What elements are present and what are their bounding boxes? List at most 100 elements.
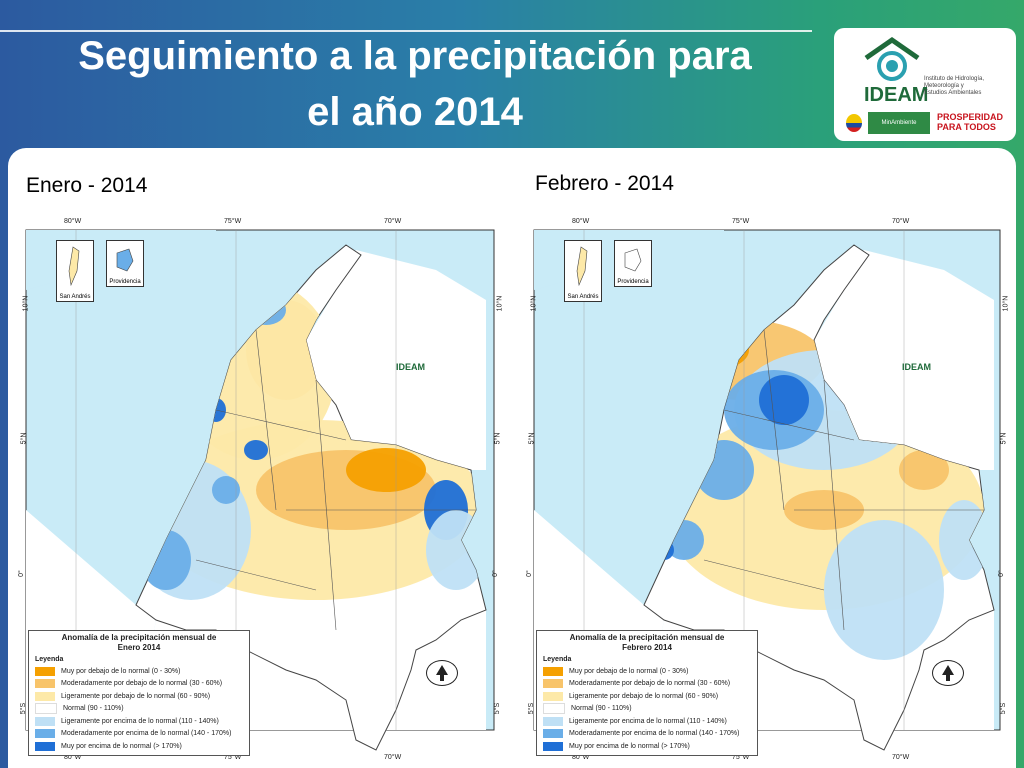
inset-providencia: Providencia	[106, 240, 144, 287]
department-border	[703, 559, 825, 591]
legend-item: Muy por debajo de lo normal (0 - 30%)	[543, 665, 757, 678]
title-line-2: el año 2014	[307, 90, 523, 134]
legend-swatch	[543, 691, 563, 701]
map-febrero: 80°W 80°W 75°W 75°W 70°W 70°W 10°N 10°N 5°N 5°N 0°…	[520, 210, 1016, 768]
legend-item: Normal (90 - 110%)	[543, 703, 757, 716]
legend-item: Moderadamente por debajo de lo normal (3…	[543, 678, 757, 691]
legend-item: Ligeramente por encima de lo normal (110…	[543, 715, 757, 728]
legend-box: Anomalía de la precipitación mensual de E…	[28, 630, 250, 756]
legend-item-label: Muy por encima de lo normal (> 170%)	[61, 742, 182, 750]
colombia-seal-icon	[846, 114, 862, 132]
legend-swatch	[543, 703, 565, 715]
inset-label: Providencia	[617, 279, 649, 285]
legend-swatch	[543, 729, 563, 739]
department-border	[195, 559, 317, 591]
lat-label: 0°	[491, 570, 499, 577]
department-border	[823, 379, 845, 631]
prosperidad-logo: PROSPERIDAD PARA TODOS	[937, 112, 1004, 132]
lat-label: 5°S	[528, 702, 536, 715]
title-rule	[0, 30, 812, 32]
map-frame: 80°W 80°W 75°W 75°W 70°W 70°W 10°N 10°N 5°N 5°N 0°…	[524, 210, 1012, 768]
legend-swatch	[35, 703, 57, 715]
lat-label: 10°N	[22, 295, 30, 312]
anomaly-zone	[346, 448, 426, 492]
legend-swatch	[35, 716, 55, 726]
lon-label: 70°W	[892, 218, 910, 225]
legend-item: Moderadamente por debajo de lo normal (3…	[35, 678, 249, 691]
legend-item-label: Ligeramente por debajo de lo normal (60 …	[61, 692, 211, 700]
map-ideam-logo: IDEAM	[902, 362, 931, 372]
map-svg	[533, 229, 1001, 751]
anomaly-zone	[759, 375, 809, 425]
inset-san-andres: San Andrés	[56, 240, 94, 302]
minambiente-logo: MinAmbiente	[868, 112, 930, 134]
inset-san-andres: San Andrés	[564, 240, 602, 302]
lat-label: 10°N	[1002, 295, 1010, 312]
anomaly-zone	[244, 440, 268, 460]
lon-label: 75°W	[732, 754, 750, 761]
inset-providencia: Providencia	[614, 240, 652, 287]
lon-label: 70°W	[892, 754, 910, 761]
lon-label: 75°W	[224, 218, 242, 225]
legend-item-label: Moderadamente por encima de lo normal (1…	[569, 730, 740, 738]
legend-item-label: Ligeramente por encima de lo normal (110…	[569, 717, 727, 725]
department-border	[763, 329, 785, 511]
legend-title: Anomalía de la precipitación mensual de F…	[537, 633, 757, 653]
map-label-enero: Enero - 2014	[26, 174, 148, 197]
lat-label: 5°N	[494, 432, 502, 445]
legend-item: Muy por encima de lo normal (> 170%)	[543, 740, 757, 753]
legend-item-label: Moderadamente por encima de lo normal (1…	[61, 730, 232, 738]
legend-swatch	[35, 679, 55, 689]
legend-title-line: Febrero 2014	[622, 643, 672, 652]
map-frame: 80°W 80°W 75°W 75°W 70°W 70°W 10°N 10°N 5°N 5°N 0°…	[16, 210, 506, 768]
legend-item-label: Muy por encima de lo normal (> 170%)	[569, 742, 690, 750]
anomaly-zone	[212, 476, 240, 504]
department-border	[255, 329, 277, 511]
lat-label: 0°	[525, 570, 533, 577]
legend-swatch	[35, 741, 55, 751]
legend-title: Anomalía de la precipitación mensual de E…	[29, 633, 249, 653]
logo-panel: IDEAM Instituto de Hidrología, Meteorolo…	[834, 28, 1016, 141]
department-border	[315, 379, 337, 631]
legend-item: Ligeramente por encima de lo normal (110…	[35, 715, 249, 728]
north-arrow-icon	[426, 660, 458, 686]
lat-label: 0°	[17, 570, 25, 577]
legend-item: Moderadamente por encima de lo normal (1…	[543, 728, 757, 741]
legend-box: Anomalía de la precipitación mensual de F…	[536, 630, 758, 756]
lon-label: 70°W	[384, 754, 402, 761]
lat-label: 10°N	[496, 295, 504, 312]
lat-label: 10°N	[530, 295, 538, 312]
inset-label: San Andrés	[59, 294, 91, 300]
lon-label: 70°W	[384, 218, 402, 225]
legend-item: Muy por debajo de lo normal (0 - 30%)	[35, 665, 249, 678]
department-border	[723, 409, 855, 441]
lon-label: 80°W	[572, 218, 590, 225]
anomaly-zone	[824, 520, 944, 660]
anomaly-zone	[899, 450, 949, 490]
legend-item-label: Muy por debajo de lo normal (0 - 30%)	[61, 667, 181, 675]
lat-label: 5°N	[20, 432, 28, 445]
lon-label: 75°W	[732, 218, 750, 225]
legend-swatch	[543, 716, 563, 726]
legend-item-label: Ligeramente por debajo de lo normal (60 …	[569, 692, 719, 700]
legend-item-label: Moderadamente por debajo de lo normal (3…	[61, 680, 223, 688]
legend-item: Ligeramente por debajo de lo normal (60 …	[543, 690, 757, 703]
legend-title-line: Anomalía de la precipitación mensual de	[569, 633, 725, 642]
legend-heading: Leyenda	[543, 656, 572, 663]
lat-label: 5°N	[528, 432, 536, 445]
legend-swatch	[543, 741, 563, 751]
ideam-house-icon	[864, 36, 920, 81]
page-title: Seguimiento a la precipitación para el a…	[20, 28, 810, 140]
lat-label: 0°	[997, 570, 1005, 577]
legend-swatch	[35, 729, 55, 739]
legend-swatch	[35, 691, 55, 701]
title-line-1: Seguimiento a la precipitación para	[78, 34, 752, 78]
legend-item-label: Normal (90 - 110%)	[571, 705, 632, 713]
lat-label: 5°S	[494, 702, 502, 715]
legend-item-label: Ligeramente por encima de lo normal (110…	[61, 717, 219, 725]
legend-item: Ligeramente por debajo de lo normal (60 …	[35, 690, 249, 703]
legend-item: Muy por encima de lo normal (> 170%)	[35, 740, 249, 753]
legend-item-label: Normal (90 - 110%)	[63, 705, 124, 713]
legend-heading: Leyenda	[35, 656, 64, 663]
lat-label: 5°S	[20, 702, 28, 715]
